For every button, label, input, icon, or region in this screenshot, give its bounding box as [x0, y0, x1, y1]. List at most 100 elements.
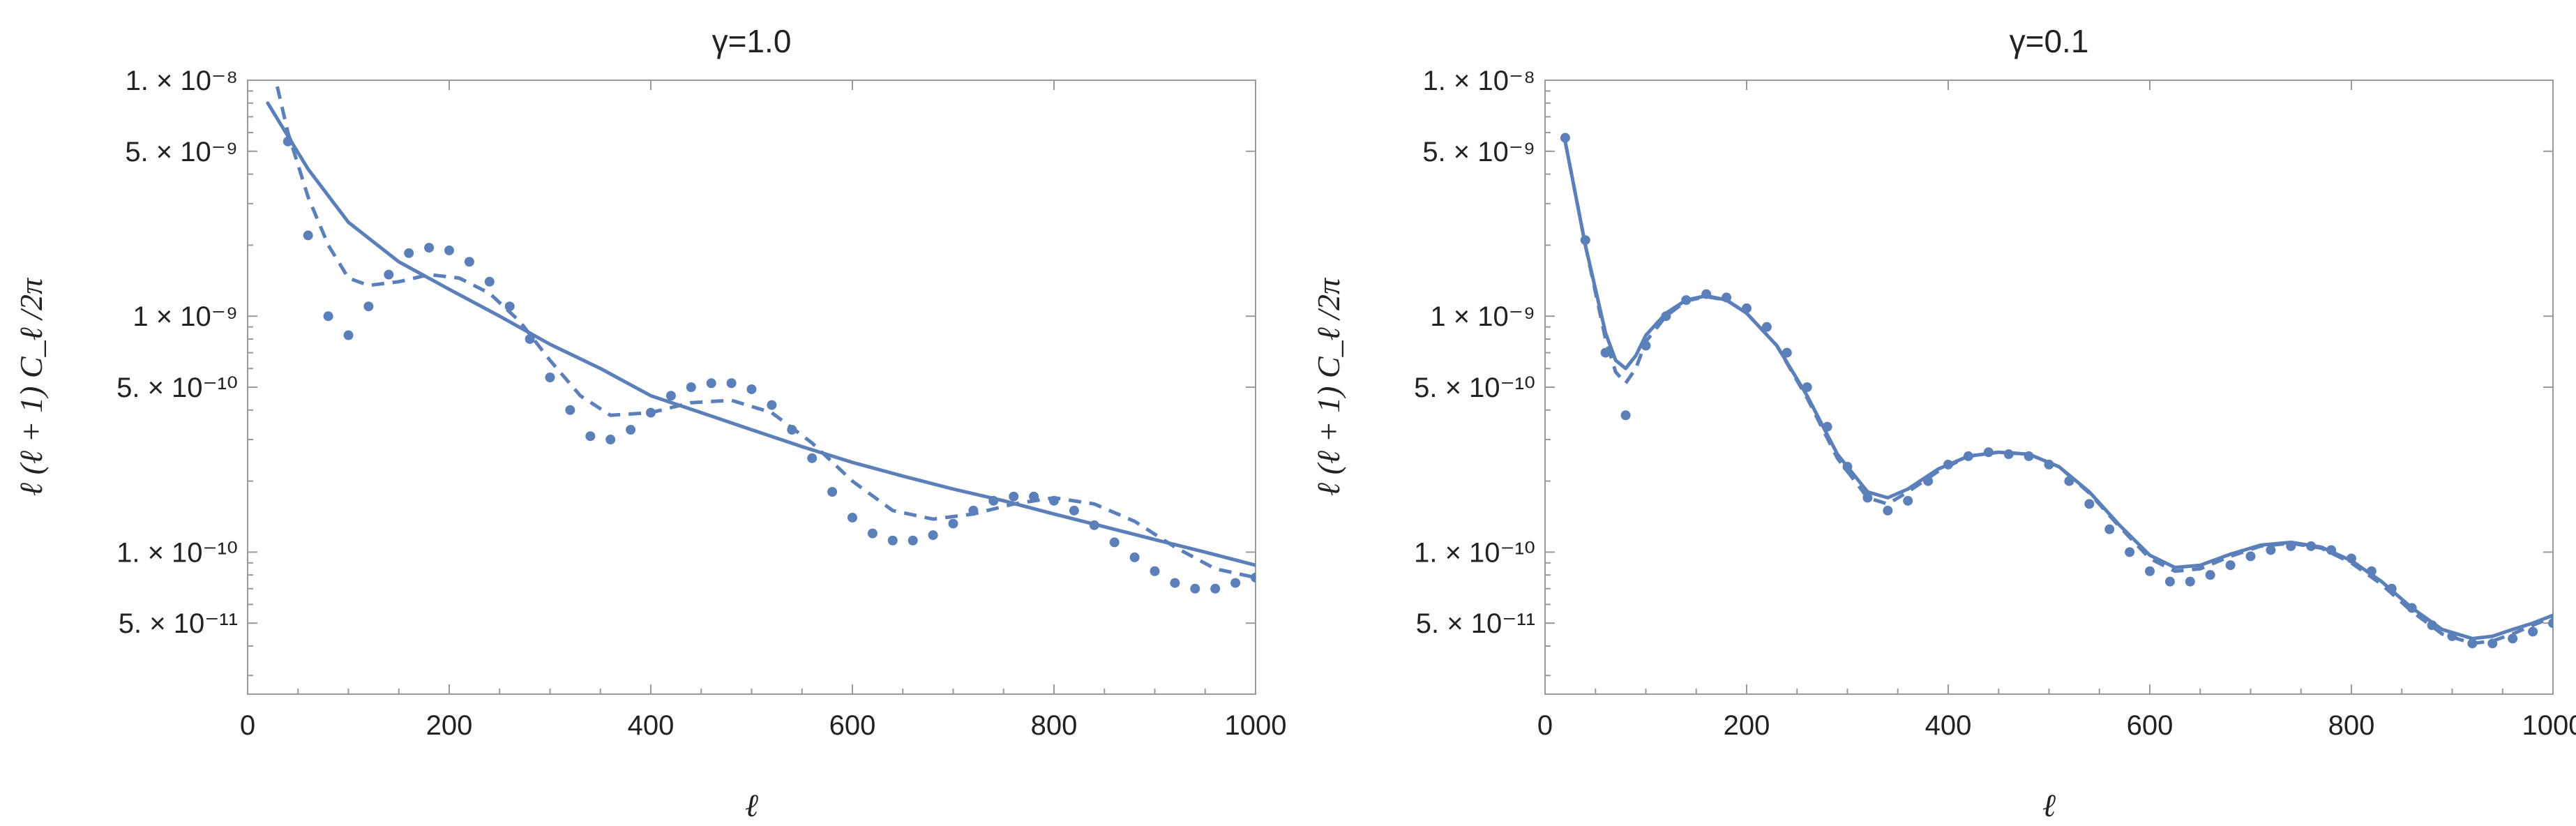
data-point: [988, 495, 999, 506]
data-point: [907, 535, 918, 546]
data-point: [2406, 603, 2417, 613]
data-point: [1150, 566, 1160, 576]
data-point: [363, 301, 374, 312]
y-tick-label: 1. × 10⁻¹⁰: [116, 537, 238, 568]
data-point: [565, 405, 575, 415]
series-line-solid: [266, 101, 1256, 567]
x-tick-label: 800: [2328, 710, 2375, 741]
series-line-solid: [1563, 140, 2553, 640]
data-point: [1782, 347, 1792, 358]
data-point: [1009, 491, 1019, 502]
data-point: [1761, 322, 1772, 332]
series-line-dashed: [1563, 141, 2553, 645]
data-point: [1842, 462, 1853, 472]
y-tick-label: 5. × 10⁻¹⁰: [116, 373, 238, 403]
data-point: [968, 505, 979, 516]
data-point: [384, 269, 394, 280]
data-point: [807, 453, 818, 463]
data-point: [2306, 541, 2317, 551]
x-tick-label: 600: [829, 710, 876, 741]
data-point: [464, 257, 474, 267]
x-tick-label: 400: [1925, 710, 1972, 741]
x-tick-label: 200: [1724, 710, 1770, 741]
data-point: [948, 518, 958, 529]
data-point: [1963, 451, 1973, 461]
data-point: [525, 333, 535, 344]
data-point: [303, 230, 313, 241]
x-axis-label: ℓ: [745, 788, 759, 823]
data-point: [1802, 382, 1812, 392]
data-point: [323, 311, 333, 322]
x-tick-label: 0: [240, 710, 255, 741]
data-point: [626, 425, 636, 435]
data-point: [424, 243, 435, 253]
data-point: [2185, 576, 2195, 587]
data-point: [1822, 421, 1832, 432]
x-tick-label: 1000: [2522, 710, 2576, 741]
data-point: [867, 528, 878, 539]
data-point: [2003, 449, 2014, 460]
data-point: [2386, 583, 2397, 594]
data-point: [1742, 303, 1752, 313]
data-point: [827, 487, 838, 497]
data-point: [343, 330, 354, 340]
y-tick-label: 5. × 10⁻⁹: [1422, 137, 1535, 167]
series-group: [266, 80, 1256, 594]
data-point: [746, 384, 757, 394]
y-tick-label: 1 × 10⁻⁹: [1430, 301, 1535, 332]
x-tick-label: 400: [628, 710, 675, 741]
data-point: [1600, 347, 1611, 358]
data-point: [2104, 524, 2115, 534]
chart-title: γ=1.0: [712, 23, 792, 59]
data-point: [1029, 491, 1039, 502]
data-point: [283, 136, 293, 147]
data-point: [1210, 583, 1221, 594]
data-point: [1983, 447, 1994, 458]
y-tick-label: 5. × 10⁻⁹: [125, 137, 238, 167]
data-point: [848, 512, 857, 523]
y-tick-label: 5. × 10⁻¹¹: [1416, 608, 1535, 639]
data-point: [2145, 566, 2155, 576]
x-tick-label: 0: [1537, 710, 1553, 741]
data-point: [2225, 560, 2236, 571]
data-point: [2286, 541, 2296, 551]
y-axis-label: ℓ (ℓ + 1) C_ℓ /2π: [1311, 277, 1346, 496]
x-tick-label: 1000: [1225, 710, 1287, 741]
chart-panel-1: γ=1.0 0 200 400 600 800 1000 1. × 10⁻⁸ 5. × 10⁻⁹…: [13, 23, 1286, 823]
data-point: [444, 245, 454, 255]
y-tick-label: 5. × 10⁻¹¹: [119, 608, 238, 639]
data-point: [1251, 572, 1256, 583]
series-line-dashed: [273, 80, 1256, 580]
data-point: [1661, 311, 1671, 322]
y-tick-label: 1. × 10⁻⁸: [126, 66, 238, 96]
data-point: [1049, 495, 1059, 506]
x-tick-label: 800: [1031, 710, 1078, 741]
chart-panel-2: γ=0.1 0 200 400 600 800 1000 1. × 10⁻⁸ 5. × 10⁻⁹…: [1311, 23, 2576, 823]
data-point: [1230, 578, 1241, 588]
data-point: [585, 431, 596, 442]
data-point: [2447, 631, 2457, 641]
data-point: [504, 301, 515, 312]
y-axis-label: ℓ (ℓ + 1) C_ℓ /2π: [13, 277, 49, 496]
y-tick-label: 1. × 10⁻¹⁰: [1414, 537, 1535, 568]
data-point: [646, 407, 656, 418]
data-point: [2044, 459, 2054, 470]
data-point: [1190, 583, 1200, 594]
data-point: [2245, 551, 2256, 562]
data-point: [2487, 638, 2498, 649]
data-point: [605, 435, 616, 445]
data-point: [928, 530, 938, 541]
series-group: [1560, 133, 2553, 649]
data-point: [2366, 566, 2377, 576]
data-point: [787, 425, 797, 435]
data-point: [726, 378, 737, 389]
data-point: [1170, 578, 1180, 588]
data-point: [2508, 633, 2518, 644]
data-point: [686, 382, 696, 392]
data-point: [767, 400, 777, 410]
data-point: [1943, 459, 1953, 470]
data-point: [1069, 505, 1079, 516]
y-tick-label: 1 × 10⁻⁹: [133, 301, 238, 332]
data-point: [1641, 340, 1651, 351]
